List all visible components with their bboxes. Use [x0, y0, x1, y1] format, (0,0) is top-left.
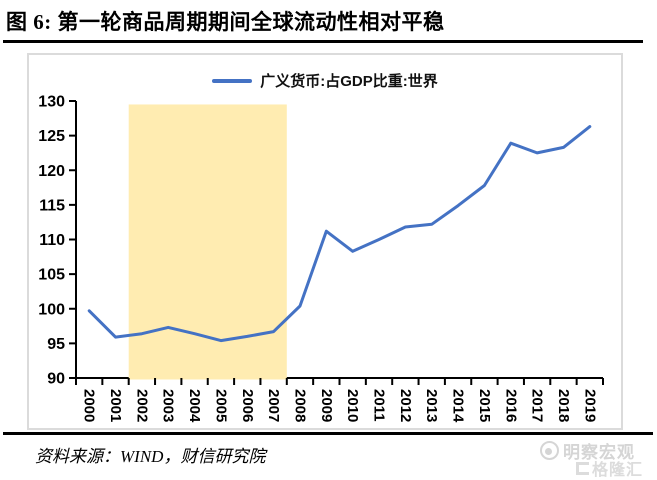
- plot-svg: 90 95 100 105 110 115 120 125 130 2000 2001 2002 200…: [38, 94, 604, 423]
- watermark-brand-row: 明察宏观: [540, 438, 635, 463]
- x-axis-label: 2002: [133, 389, 150, 422]
- y-axis-label: 95: [47, 336, 65, 353]
- x-axis-label: 2017: [529, 389, 546, 422]
- x-axis-label: 2009: [318, 389, 335, 422]
- series-line: [87, 125, 592, 343]
- figure-title: 图 6: 第一轮商品周期期间全球流动性相对平稳: [6, 10, 445, 34]
- legend: 广义货币:占GDP比重:世界: [29, 70, 621, 91]
- source-note: 资料来源：WIND，财信研究院: [35, 447, 266, 466]
- x-axis-label: 2005: [212, 389, 229, 422]
- legend-label: 广义货币:占GDP比重:世界: [260, 73, 438, 90]
- bottom-divider: [3, 432, 653, 435]
- x-axis-label: 2008: [291, 389, 308, 422]
- watermark: 明察宏观 格隆汇: [540, 436, 657, 480]
- chart-panel: 广义货币:占GDP比重:世界 90 95 100 105 110 115 120 125 130…: [27, 53, 623, 430]
- x-axis-label: 2011: [371, 389, 388, 422]
- y-axis-label: 120: [38, 163, 65, 180]
- y-axis-label: 110: [39, 232, 65, 249]
- watermark-brand-text: 明察宏观: [563, 443, 635, 462]
- watermark-site-text: 格隆汇: [592, 462, 644, 479]
- y-axis-label: 125: [38, 128, 65, 145]
- x-axis-label: 2006: [239, 389, 256, 422]
- x-axis-label: 2016: [502, 389, 519, 422]
- watermark-site-logo-icon: [576, 461, 589, 475]
- x-axis-label: 2007: [265, 389, 282, 422]
- x-axis-label: 2003: [160, 389, 177, 422]
- y-axis-label: 100: [38, 301, 65, 318]
- watermark-logo-icon: [540, 441, 559, 460]
- y-axis-label: 130: [38, 94, 65, 111]
- y-axis-label: 90: [47, 371, 65, 388]
- x-axis-label: 2013: [423, 389, 440, 422]
- x-axis-label: 2019: [581, 389, 598, 422]
- legend-line-icon: [212, 78, 253, 83]
- x-axis-label: 2014: [450, 389, 467, 423]
- x-axis-label: 2010: [344, 389, 361, 422]
- x-axis-label: 2001: [107, 389, 124, 422]
- x-axis-label: 2018: [555, 389, 572, 422]
- x-axis-label: 2015: [476, 389, 493, 422]
- y-axis-label: 105: [38, 267, 65, 284]
- y-axis-label: 115: [39, 197, 65, 214]
- x-axis-label: 2012: [397, 389, 414, 422]
- x-axis-label: 2004: [186, 389, 203, 423]
- x-axis-label: 2000: [81, 389, 98, 422]
- title-divider: [3, 40, 643, 43]
- watermark-site-row: 格隆汇: [576, 456, 643, 480]
